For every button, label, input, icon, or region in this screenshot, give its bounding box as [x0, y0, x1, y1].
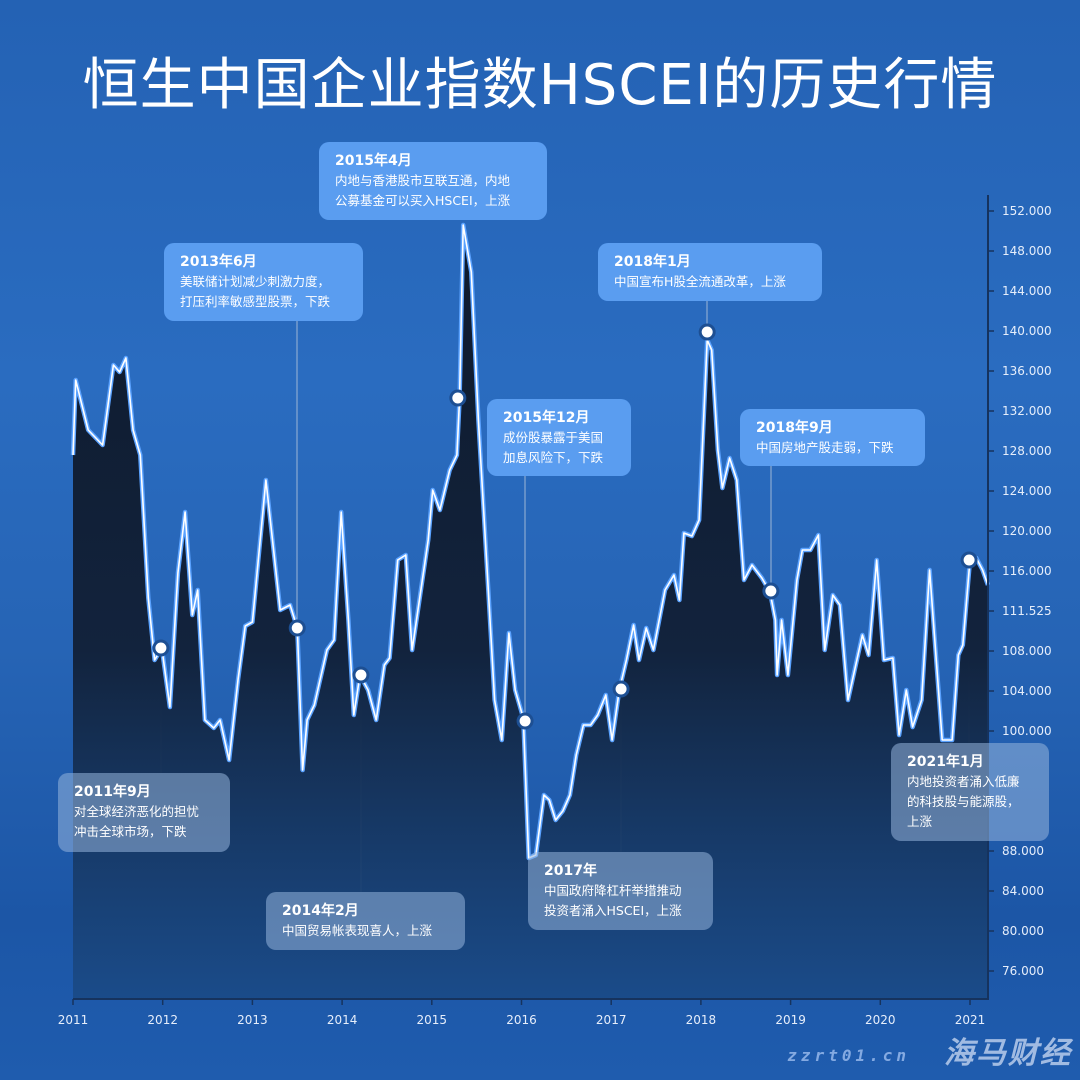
annotation-marker — [352, 666, 370, 684]
y-tick-label: 80.000 — [1002, 924, 1044, 938]
y-tick-label: 100.000 — [1002, 724, 1052, 738]
y-tick-label: 104.000 — [1002, 684, 1052, 698]
page-title: 恒生中国企业指数HSCEI的历史行情 — [82, 53, 998, 118]
annotation-2014-02: 2014年2月 中国贸易帐表现喜人，上涨 — [266, 892, 465, 950]
x-tick-label: 2018 — [686, 1013, 717, 1027]
annotation-text: 美联储计划减少刺激力度， 打压利率敏感型股票，下跌 — [180, 274, 331, 309]
annotation-markers — [152, 323, 978, 730]
area-fill — [73, 225, 988, 999]
x-axis: 2011 2012 2013 2014 2015 2016 2017 2018 2019 2020… — [58, 999, 986, 1027]
annotation-text: 内地与香港股市互联互通，内地 公募基金可以买入HSCEI，上涨 — [335, 173, 511, 208]
x-tick-label: 2020 — [865, 1013, 896, 1027]
annotation-title: 2021年1月 — [907, 754, 984, 770]
x-tick-label: 2014 — [327, 1013, 358, 1027]
y-tick-label: 120.000 — [1002, 524, 1052, 538]
x-tick-label: 2011 — [58, 1013, 89, 1027]
annotation-2015-12: 2015年12月 成份股暴露于美国 加息风险下，下跌 — [487, 399, 631, 476]
annotation-marker — [152, 639, 170, 657]
y-axis: 152.000 148.000 144.000 140.000 136.000 132.0… — [988, 204, 1052, 978]
y-tick-label: 108.000 — [1002, 644, 1052, 658]
y-tick-label: 88.000 — [1002, 844, 1044, 858]
annotation-marker — [288, 619, 306, 637]
x-tick-label: 2013 — [237, 1013, 268, 1027]
annotation-title: 2015年4月 — [335, 153, 412, 169]
x-tick-label: 2016 — [506, 1013, 537, 1027]
annotation-2013-06: 2013年6月 美联储计划减少刺激力度， 打压利率敏感型股票，下跌 — [164, 243, 363, 321]
annotation-2018-09: 2018年9月 中国房地产股走弱，下跌 — [740, 409, 925, 466]
annotation-text: 中国贸易帐表现喜人，上涨 — [282, 923, 433, 938]
y-tick-label: 140.000 — [1002, 324, 1052, 338]
annotation-title: 2011年9月 — [74, 784, 151, 800]
annotation-marker — [612, 680, 630, 698]
x-tick-label: 2017 — [596, 1013, 627, 1027]
annotation-2011-09: 2011年9月 对全球经济恶化的担忧 冲击全球市场，下跌 — [58, 773, 230, 852]
x-tick-label: 2012 — [147, 1013, 178, 1027]
y-tick-label: 148.000 — [1002, 244, 1052, 258]
y-tick-label: 84.000 — [1002, 884, 1044, 898]
annotation-marker — [516, 712, 534, 730]
x-tick-label: 2021 — [955, 1013, 986, 1027]
annotation-title: 2015年12月 — [503, 410, 590, 426]
y-tick-label: 136.000 — [1002, 364, 1052, 378]
annotation-text: 中国宣布H股全流通改革，上涨 — [614, 274, 786, 289]
y-tick-label: 116.000 — [1002, 564, 1052, 578]
y-tick-label: 144.000 — [1002, 284, 1052, 298]
annotation-text: 对全球经济恶化的担忧 冲击全球市场，下跌 — [74, 804, 200, 839]
x-tick-label: 2019 — [775, 1013, 806, 1027]
annotation-marker — [698, 323, 716, 341]
watermark-site: zzrt01.cn — [787, 1046, 910, 1065]
series-line — [72, 224, 989, 859]
y-tick-label: 152.000 — [1002, 204, 1052, 218]
annotation-title: 2014年2月 — [282, 903, 359, 919]
y-tick-label: 76.000 — [1002, 964, 1044, 978]
annotation-marker — [762, 582, 780, 600]
y-tick-label: 128.000 — [1002, 444, 1052, 458]
watermark-logo: 海马财经 — [944, 1036, 1072, 1071]
annotation-title: 2018年1月 — [614, 254, 691, 270]
annotation-title: 2013年6月 — [180, 254, 257, 270]
y-tick-label: 132.000 — [1002, 404, 1052, 418]
annotation-2015-04: 2015年4月 内地与香港股市互联互通，内地 公募基金可以买入HSCEI，上涨 — [319, 142, 547, 220]
annotation-text: 中国房地产股走弱，下跌 — [756, 440, 894, 455]
annotation-text: 内地投资者涌入低廉 的科技股与能源股， 上涨 — [907, 774, 1020, 829]
x-tick-label: 2015 — [417, 1013, 448, 1027]
y-tick-label: 111.525 — [1002, 604, 1052, 618]
annotation-2018-01: 2018年1月 中国宣布H股全流通改革，上涨 — [598, 243, 822, 301]
annotation-text: 成份股暴露于美国 加息风险下，下跌 — [503, 430, 604, 465]
annotation-title: 2018年9月 — [756, 420, 833, 436]
annotation-2021-01: 2021年1月 内地投资者涌入低廉 的科技股与能源股， 上涨 — [891, 743, 1049, 841]
annotation-text: 中国政府降杠杆举措推动 投资者涌入HSCEI，上涨 — [544, 883, 682, 918]
annotation-title: 2017年 — [544, 863, 597, 879]
y-tick-label: 124.000 — [1002, 484, 1052, 498]
annotation-2017: 2017年 中国政府降杠杆举措推动 投资者涌入HSCEI，上涨 — [528, 852, 713, 930]
annotation-marker — [449, 389, 467, 407]
annotation-marker — [960, 551, 978, 569]
